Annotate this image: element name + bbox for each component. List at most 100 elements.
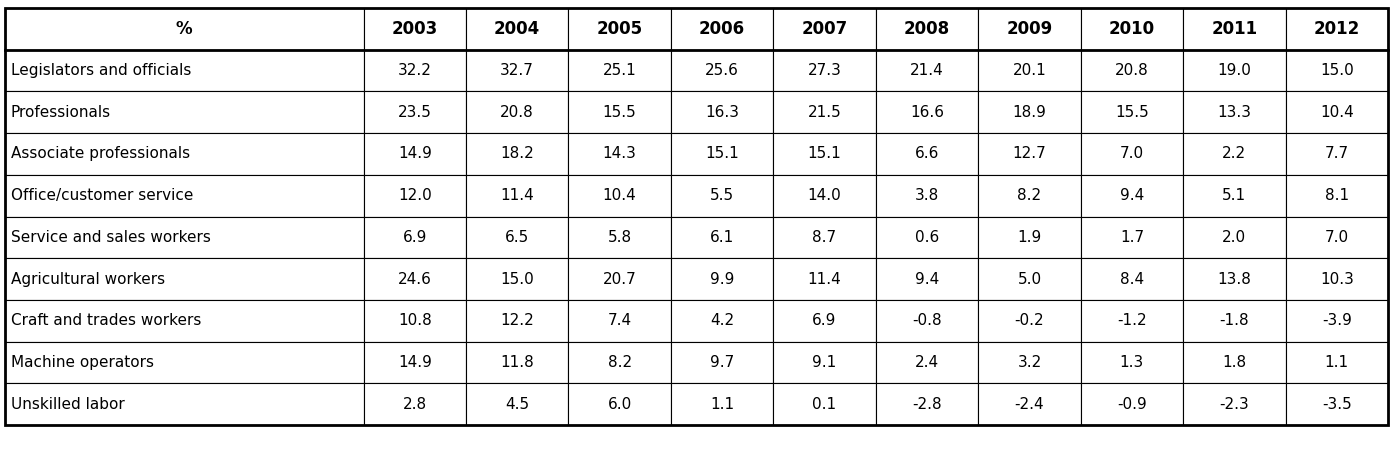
- Text: 2012: 2012: [1314, 20, 1360, 38]
- Text: 25.1: 25.1: [603, 63, 637, 78]
- Text: 9.7: 9.7: [710, 355, 734, 370]
- Bar: [467, 8, 568, 50]
- Bar: [671, 258, 773, 300]
- Bar: [6, 50, 364, 91]
- Text: 8.2: 8.2: [607, 355, 632, 370]
- Bar: [568, 300, 671, 342]
- Bar: [6, 8, 364, 50]
- Bar: [568, 50, 671, 91]
- Bar: [671, 50, 773, 91]
- Bar: [467, 342, 568, 383]
- Text: -2.8: -2.8: [912, 396, 942, 412]
- Text: 1.3: 1.3: [1120, 355, 1144, 370]
- Text: 10.4: 10.4: [603, 188, 637, 203]
- Text: 7.7: 7.7: [1325, 146, 1348, 162]
- Text: 1.7: 1.7: [1120, 230, 1144, 245]
- Bar: [1081, 216, 1183, 258]
- Bar: [568, 8, 671, 50]
- Text: 24.6: 24.6: [398, 271, 432, 287]
- Bar: [773, 133, 876, 175]
- Bar: [671, 383, 773, 425]
- Text: 2.8: 2.8: [403, 396, 426, 412]
- Text: 0.1: 0.1: [812, 396, 837, 412]
- Bar: [1286, 342, 1387, 383]
- Bar: [467, 300, 568, 342]
- Text: 2011: 2011: [1212, 20, 1258, 38]
- Bar: [876, 8, 978, 50]
- Bar: [1183, 300, 1286, 342]
- Text: 32.2: 32.2: [398, 63, 432, 78]
- Text: 6.0: 6.0: [607, 396, 632, 412]
- Text: 9.4: 9.4: [915, 271, 939, 287]
- Bar: [1183, 383, 1286, 425]
- Bar: [1081, 342, 1183, 383]
- Text: 20.7: 20.7: [603, 271, 637, 287]
- Text: 15.0: 15.0: [1321, 63, 1354, 78]
- Text: Machine operators: Machine operators: [11, 355, 155, 370]
- Text: -0.8: -0.8: [912, 313, 942, 328]
- Text: 3.8: 3.8: [915, 188, 939, 203]
- Text: 20.8: 20.8: [1114, 63, 1149, 78]
- Bar: [6, 133, 364, 175]
- Bar: [876, 300, 978, 342]
- Bar: [671, 342, 773, 383]
- Bar: [6, 91, 364, 133]
- Bar: [364, 342, 467, 383]
- Bar: [671, 300, 773, 342]
- Text: 9.1: 9.1: [812, 355, 837, 370]
- Bar: [773, 342, 876, 383]
- Bar: [671, 8, 773, 50]
- Text: 5.1: 5.1: [1222, 188, 1247, 203]
- Text: 3.2: 3.2: [1017, 355, 1042, 370]
- Bar: [467, 216, 568, 258]
- Text: Craft and trades workers: Craft and trades workers: [11, 313, 202, 328]
- Bar: [876, 133, 978, 175]
- Bar: [876, 383, 978, 425]
- Bar: [364, 216, 467, 258]
- Text: 2004: 2004: [495, 20, 540, 38]
- Text: 6.9: 6.9: [812, 313, 837, 328]
- Bar: [6, 258, 364, 300]
- Bar: [568, 342, 671, 383]
- Bar: [6, 300, 364, 342]
- Bar: [1286, 91, 1387, 133]
- Text: 1.1: 1.1: [710, 396, 734, 412]
- Text: -2.3: -2.3: [1219, 396, 1250, 412]
- Text: 21.5: 21.5: [808, 105, 841, 120]
- Text: 13.8: 13.8: [1217, 271, 1251, 287]
- Bar: [1183, 258, 1286, 300]
- Bar: [773, 91, 876, 133]
- Text: 0.6: 0.6: [915, 230, 939, 245]
- Text: 5.8: 5.8: [607, 230, 632, 245]
- Bar: [467, 133, 568, 175]
- Bar: [978, 8, 1081, 50]
- Bar: [671, 216, 773, 258]
- Bar: [568, 133, 671, 175]
- Bar: [364, 133, 467, 175]
- Bar: [1183, 133, 1286, 175]
- Bar: [876, 342, 978, 383]
- Text: 12.2: 12.2: [500, 313, 534, 328]
- Text: 14.9: 14.9: [398, 146, 432, 162]
- Text: 2009: 2009: [1006, 20, 1053, 38]
- Bar: [1081, 133, 1183, 175]
- Bar: [671, 133, 773, 175]
- Bar: [1183, 8, 1286, 50]
- Bar: [1081, 8, 1183, 50]
- Text: Legislators and officials: Legislators and officials: [11, 63, 191, 78]
- Text: 2003: 2003: [391, 20, 437, 38]
- Bar: [467, 383, 568, 425]
- Bar: [1286, 175, 1387, 216]
- Bar: [467, 50, 568, 91]
- Bar: [978, 383, 1081, 425]
- Bar: [876, 91, 978, 133]
- Bar: [978, 175, 1081, 216]
- Text: 2010: 2010: [1109, 20, 1155, 38]
- Text: 6.5: 6.5: [506, 230, 529, 245]
- Bar: [978, 300, 1081, 342]
- Text: 14.0: 14.0: [808, 188, 841, 203]
- Text: 15.5: 15.5: [1114, 105, 1149, 120]
- Text: 2.2: 2.2: [1222, 146, 1247, 162]
- Bar: [773, 300, 876, 342]
- Text: 1.9: 1.9: [1017, 230, 1042, 245]
